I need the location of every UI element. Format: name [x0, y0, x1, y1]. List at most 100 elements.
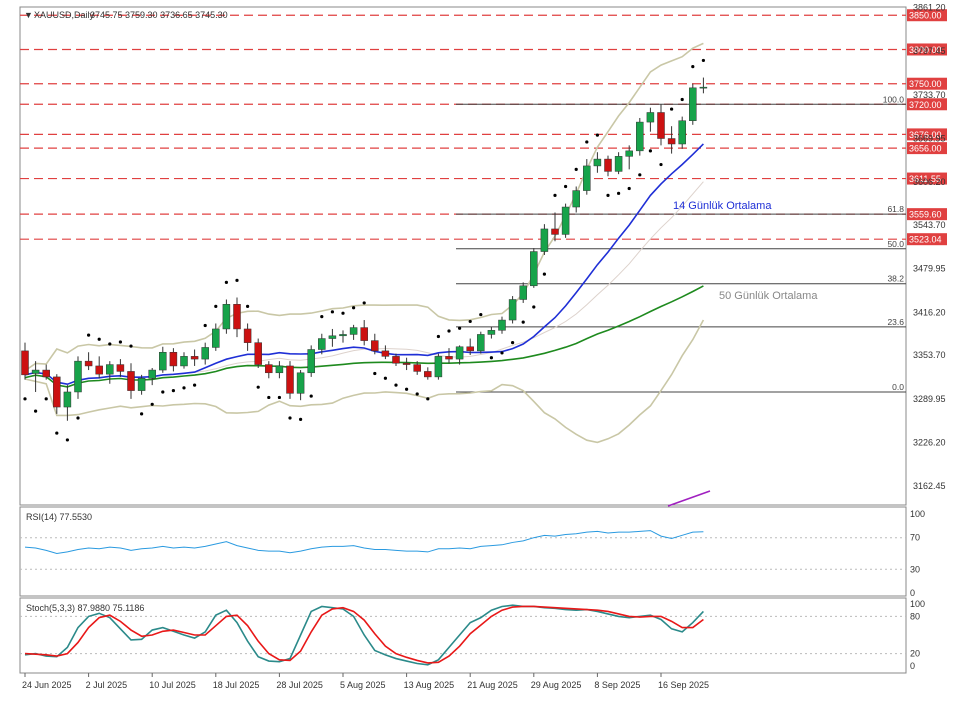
candle-body	[233, 304, 241, 330]
sar-dot	[617, 191, 621, 195]
sar-dot	[171, 389, 175, 393]
sar-dot	[87, 333, 91, 337]
level-tag-label: 3720.00	[909, 100, 942, 110]
candle-body	[137, 378, 146, 391]
candle-body	[561, 206, 570, 235]
candle-body	[519, 285, 527, 300]
bollinger-lower	[24, 319, 705, 444]
sar-dot	[585, 140, 589, 144]
rsi-tick-label: 30	[910, 564, 920, 574]
candle-body	[339, 334, 347, 337]
level-tag-label: 3850.00	[909, 11, 942, 21]
candle-body	[265, 364, 273, 374]
candle-body	[413, 364, 421, 372]
candle-body	[84, 360, 93, 367]
price-tick-label: 3797.45	[913, 46, 946, 56]
candle-body	[148, 369, 156, 379]
sar-dot	[341, 311, 345, 315]
level-tag-label: 3800.00	[909, 45, 942, 55]
sar-dot	[65, 438, 69, 442]
sar-dot	[277, 395, 281, 400]
sar-dot	[256, 385, 260, 389]
date-tick-label: 13 Aug 2025	[404, 680, 455, 690]
sar-dot	[246, 304, 250, 308]
candles-layer	[21, 77, 708, 421]
candle-body	[434, 356, 443, 378]
candle-body	[636, 121, 644, 152]
level-tag-label: 3656.00	[909, 144, 942, 154]
sar-dot	[118, 340, 122, 344]
sar-dot	[701, 58, 706, 63]
rsi-tick-label: 100	[910, 509, 925, 519]
sar-dot	[203, 323, 207, 328]
date-tick-label: 24 Jun 2025	[22, 680, 72, 690]
level-tag-label: 3559.60	[909, 210, 942, 220]
candle-body	[689, 87, 697, 121]
sar-dot	[309, 394, 313, 398]
date-tick-label: 5 Aug 2025	[340, 680, 386, 690]
symbol-title: XAUUSD,Daily	[34, 10, 95, 20]
level-tag	[907, 172, 947, 185]
fibonacci-layer: 100.0 61.8 50.0 38.2 23.6 0.0	[456, 94, 906, 393]
collapse-triangle-icon[interactable]: ▼	[24, 10, 33, 20]
sar-dot	[542, 272, 547, 276]
sar-dot	[129, 344, 133, 348]
sar-dot	[500, 351, 504, 355]
level-tag	[907, 128, 947, 141]
candle-body	[646, 112, 655, 123]
sar-dot	[182, 386, 186, 390]
sar-dot	[405, 387, 409, 391]
sar-dot	[468, 319, 472, 324]
sar-dot	[489, 356, 493, 360]
sar-dot	[553, 193, 557, 197]
stochastic-layer: 100 80 20 0	[20, 599, 925, 671]
price-tick-label: 3162.45	[913, 481, 946, 491]
date-axis-layer: 24 Jun 2025 2 Jul 2025 10 Jul 2025 18 Jul 2…	[22, 673, 709, 690]
fib-label: 0.0	[892, 382, 904, 392]
candle-body	[106, 364, 114, 375]
sar-dot	[521, 320, 525, 324]
candle-body	[212, 328, 220, 348]
sar-dot	[627, 186, 631, 191]
candle-body	[498, 319, 506, 331]
fib-label: 100.0	[883, 94, 905, 104]
sar-dot	[680, 97, 684, 102]
sar-dot	[574, 167, 578, 171]
candle-body	[572, 190, 580, 208]
candle-body	[328, 335, 337, 339]
sar-dot	[235, 278, 239, 282]
candle-body	[307, 349, 315, 374]
candle-body	[74, 360, 82, 393]
candle-body	[530, 251, 538, 287]
candle-body	[678, 120, 686, 145]
level-tag-label: 3676.00	[909, 130, 942, 140]
fib-label: 61.8	[887, 204, 904, 214]
sar-dot	[140, 412, 144, 416]
candle-body	[381, 350, 390, 357]
sar-dot	[299, 417, 303, 421]
candle-body	[487, 330, 496, 335]
sar-dot	[34, 409, 38, 413]
candle-body	[159, 351, 167, 371]
date-tick-label: 16 Sep 2025	[658, 680, 709, 690]
candle-body	[455, 346, 464, 360]
candle-body	[21, 350, 29, 376]
candle-body	[540, 228, 549, 252]
candle-body	[318, 338, 326, 350]
ma14-line	[24, 143, 704, 386]
stoch-tick-label: 80	[910, 611, 920, 621]
sar-dot	[161, 390, 165, 394]
date-tick-label: 29 Aug 2025	[531, 680, 582, 690]
level-tag-label: 3750.00	[909, 79, 942, 89]
candle-body	[42, 369, 50, 378]
price-tick-label: 3479.95	[913, 264, 946, 274]
candle-body	[31, 369, 40, 374]
sar-dot	[447, 329, 451, 333]
sar-dot	[510, 341, 515, 345]
sar-dot	[606, 193, 610, 197]
bollinger-upper	[24, 42, 704, 372]
candle-body	[657, 112, 665, 139]
sar-dot	[670, 107, 674, 111]
candle-body	[593, 158, 602, 167]
sar-dot	[394, 383, 398, 387]
